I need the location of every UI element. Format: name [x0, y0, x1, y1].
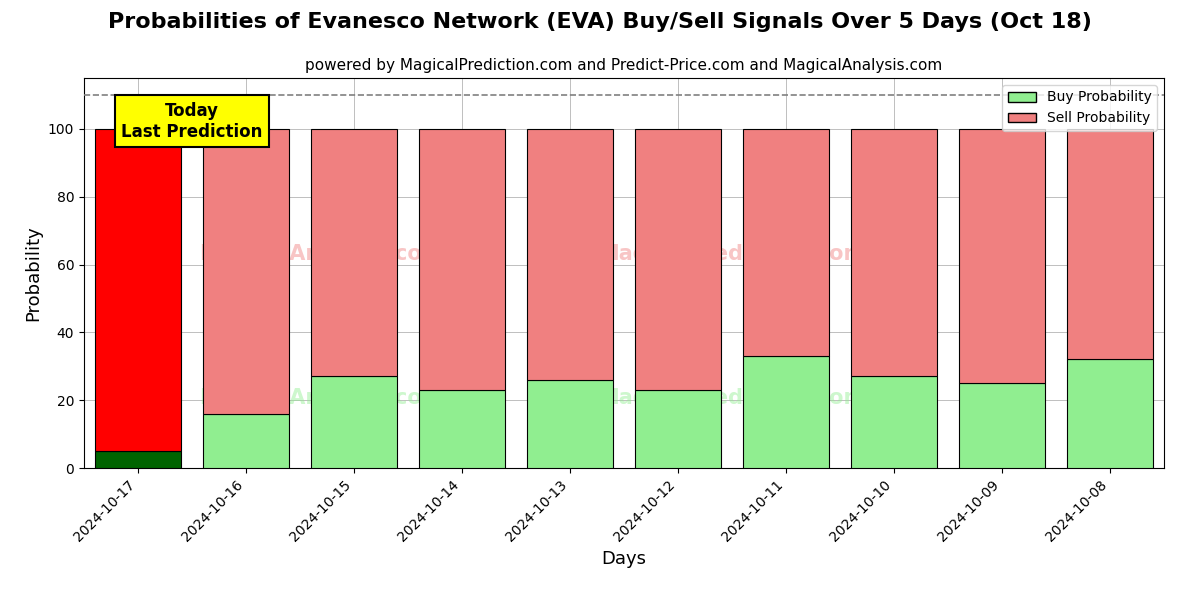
Bar — [1067, 129, 1153, 359]
Bar — [203, 414, 289, 468]
Bar — [419, 129, 505, 390]
Text: Probabilities of Evanesco Network (EVA) Buy/Sell Signals Over 5 Days (Oct 18): Probabilities of Evanesco Network (EVA) … — [108, 12, 1092, 32]
Bar — [527, 129, 613, 380]
Bar — [743, 129, 829, 356]
Y-axis label: Probability: Probability — [24, 225, 42, 321]
Text: Today
Last Prediction: Today Last Prediction — [121, 102, 263, 140]
Bar — [851, 376, 937, 468]
Bar — [419, 390, 505, 468]
Bar — [851, 129, 937, 376]
Bar — [959, 383, 1045, 468]
Text: MagicalAnalysis.com: MagicalAnalysis.com — [199, 244, 444, 263]
Text: MagicalPrediction.com: MagicalPrediction.com — [599, 244, 865, 263]
Bar — [311, 129, 397, 376]
Bar — [959, 129, 1045, 383]
Bar — [95, 451, 181, 468]
Bar — [203, 129, 289, 414]
Bar — [743, 356, 829, 468]
Bar — [635, 390, 721, 468]
Bar — [635, 129, 721, 390]
Bar — [527, 380, 613, 468]
Bar — [311, 376, 397, 468]
Bar — [95, 129, 181, 451]
Text: MagicalPrediction.com: MagicalPrediction.com — [599, 388, 865, 408]
Legend: Buy Probability, Sell Probability: Buy Probability, Sell Probability — [1002, 85, 1157, 131]
Text: MagicalAnalysis.com: MagicalAnalysis.com — [199, 388, 444, 408]
X-axis label: Days: Days — [601, 550, 647, 568]
Bar — [1067, 359, 1153, 468]
Title: powered by MagicalPrediction.com and Predict-Price.com and MagicalAnalysis.com: powered by MagicalPrediction.com and Pre… — [305, 58, 943, 73]
